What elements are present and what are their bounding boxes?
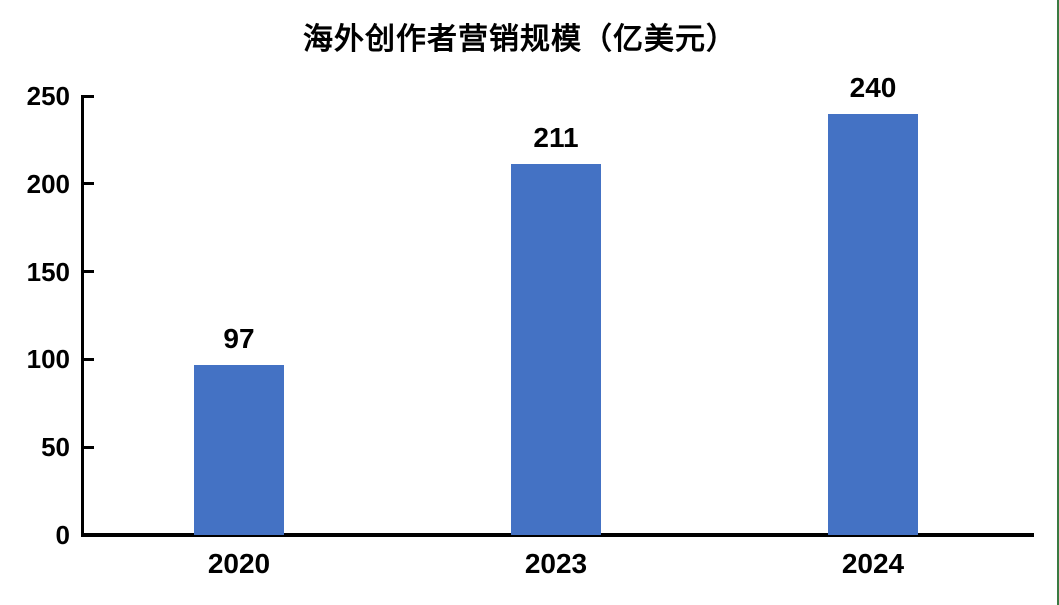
y-tick-label: 100 [26, 344, 70, 375]
chart-title: 海外创作者营销规模（亿美元） [303, 22, 737, 57]
y-tick-label: 250 [26, 81, 70, 111]
y-tick-label: 150 [26, 256, 70, 287]
bar-2023 [511, 164, 601, 535]
y-tick [84, 94, 94, 98]
bar-2020 [194, 365, 284, 535]
y-tick [84, 445, 94, 449]
bar-2024 [828, 114, 918, 535]
y-tick [84, 357, 94, 361]
bar-value-label: 211 [533, 122, 579, 153]
x-tick-label: 2023 [524, 548, 588, 579]
x-axis-line [81, 533, 1034, 537]
y-tick-label: 50 [41, 432, 70, 463]
right-border-line [1057, 0, 1059, 605]
y-tick [84, 182, 94, 186]
y-tick-label: 200 [26, 168, 70, 199]
x-tick-label: 2024 [841, 548, 905, 579]
y-tick-label: 0 [55, 520, 70, 550]
y-axis-line [81, 95, 84, 537]
bar-value-label: 240 [849, 72, 897, 103]
x-tick-label: 2020 [207, 548, 271, 579]
bar-value-label: 97 [223, 323, 255, 354]
y-tick [84, 270, 94, 274]
